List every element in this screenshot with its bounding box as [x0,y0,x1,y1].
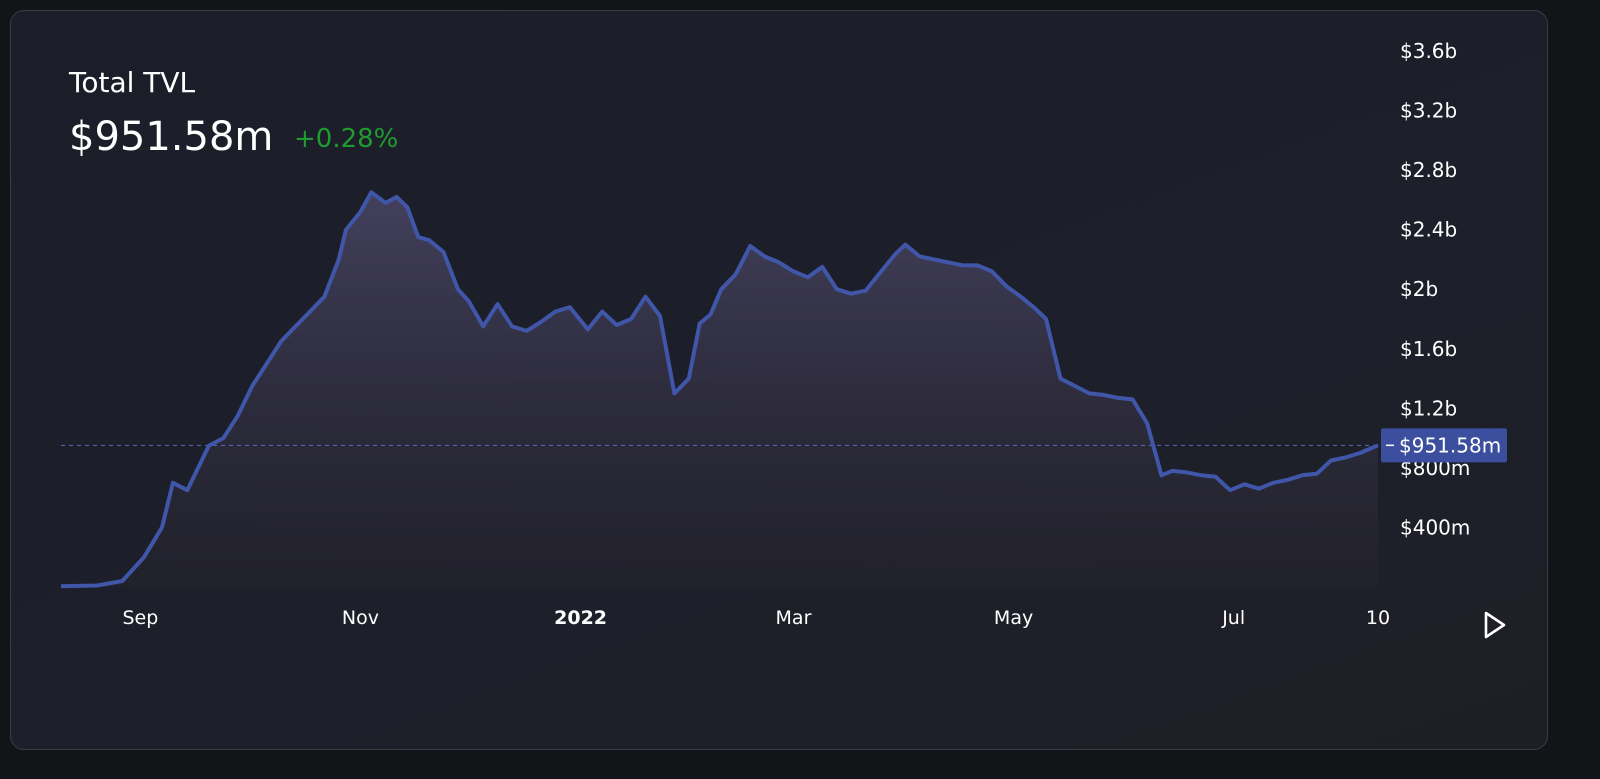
y-tick-label: $400m [1400,515,1470,539]
svg-text:$951.58m: $951.58m [1399,433,1501,457]
x-tick-label: Sep [122,607,158,629]
y-tick-label: $3.2b [1400,99,1457,123]
x-axis: Sep Nov 2022 Mar May Jul 10 [122,607,1390,629]
tvl-card: Total TVL $951.58m +0.28% $3.6b $3.2b $2.8… [10,10,1548,750]
y-tick-label: $1.6b [1400,337,1457,361]
y-axis: $3.6b$3.2b$2.8b$2.4b$2b$1.6b$1.2b$800m$4… [1400,39,1470,539]
y-tick-label: $1.2b [1400,396,1457,420]
x-tick-label: Mar [776,607,812,629]
x-tick-label: 10 [1366,607,1390,629]
x-tick-label: Nov [342,607,379,629]
x-tick-label: 2022 [554,607,607,629]
y-tick-label: $2.8b [1400,158,1457,182]
tvl-series-line [60,190,1379,589]
x-tick-label: May [994,607,1033,629]
tvl-area-chart[interactable]: $3.6b$3.2b$2.8b$2.4b$2b$1.6b$1.2b$800m$4… [11,11,1547,749]
y-tick-label: $2.4b [1400,218,1457,242]
current-tvl-value: $951.58m [69,114,274,160]
chart-title: Total TVL [69,66,196,99]
y-tick-label: $3.6b [1400,39,1457,63]
tvl-area-fill [61,192,1378,587]
play-icon[interactable] [1483,611,1507,639]
tvl-change-percent: +0.28% [294,124,399,154]
current-value-label: $951.58m [1381,428,1507,463]
x-tick-label: Jul [1221,607,1245,629]
y-tick-label: $2b [1400,277,1438,301]
